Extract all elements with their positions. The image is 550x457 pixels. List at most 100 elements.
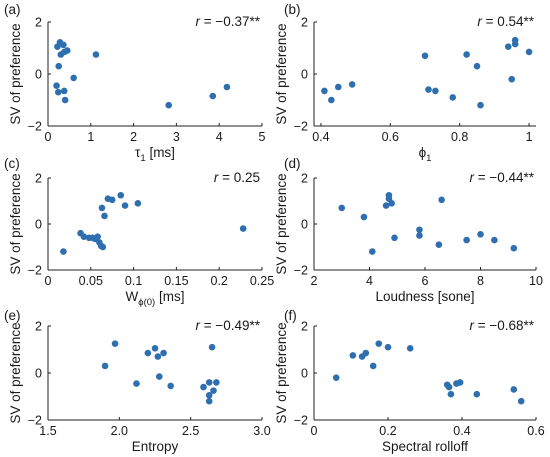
data-point — [510, 244, 518, 252]
data-point — [348, 81, 356, 88]
x-tick-label: 0 — [45, 130, 52, 144]
data-point — [321, 87, 328, 95]
correlation-label: r = 0.54** — [477, 14, 534, 29]
data-point — [108, 196, 116, 204]
data-point — [449, 94, 457, 101]
data-point — [388, 200, 396, 207]
x-tick-label: 0.4 — [312, 130, 329, 144]
data-point — [382, 202, 390, 209]
x-tick-label: 5 — [259, 130, 266, 144]
data-point — [70, 74, 77, 82]
data-point — [92, 51, 100, 58]
data-point — [80, 233, 88, 240]
x-axis-label: τ1 [ms] — [135, 145, 175, 164]
data-point — [121, 202, 129, 209]
data-point — [208, 343, 216, 351]
data-point — [134, 200, 142, 207]
x-tick-label: 1.5 — [39, 424, 56, 438]
data-point — [517, 397, 525, 405]
data-point — [151, 345, 159, 352]
correlation-label: r = −0.68** — [469, 318, 534, 333]
y-tick-label: 2 — [301, 172, 308, 186]
panel-label: (d) — [284, 156, 301, 171]
x-tick-label: 0.8 — [451, 130, 468, 144]
data-point — [369, 362, 377, 370]
x-tick-label: 10 — [529, 274, 543, 288]
y-tick-label: 0 — [35, 218, 42, 232]
x-tick-label: 1 — [87, 130, 94, 144]
y-axis-label: SV of preference — [8, 23, 23, 124]
y-tick-label: 0 — [301, 68, 308, 82]
data-point — [491, 236, 498, 244]
x-axis-label: Entropy — [132, 439, 179, 454]
x-axis-label: Spectral rolloff — [382, 439, 468, 454]
x-tick-label: 2 — [130, 130, 137, 144]
y-tick-label: −2 — [28, 264, 42, 278]
x-tick-label: 3.0 — [253, 424, 270, 438]
x-tick-label: 8 — [477, 274, 484, 288]
panel-5: 1.5 2.0 2.5 3.0 −2 0 2 (e) r = −0.49** Entropy SV … — [4, 308, 271, 454]
data-point — [425, 86, 432, 93]
data-point — [200, 383, 207, 391]
data-point — [384, 343, 392, 351]
data-point — [360, 213, 368, 221]
data-point — [463, 51, 470, 58]
panel-6: 0 0.2 0.4 0.6−202(f)r = −0.68**Spectral rol… — [274, 308, 545, 454]
x-tick-label: 2 — [311, 274, 318, 288]
data-point — [349, 352, 357, 359]
data-point — [98, 204, 106, 212]
data-point — [334, 83, 342, 91]
data-point — [525, 48, 533, 56]
x-axis-label: Wϕ(0) [ms] — [126, 289, 185, 308]
data-point — [435, 241, 443, 248]
x-tick-label: 4 — [366, 274, 373, 288]
y-axis-label: SV of preference — [8, 322, 23, 423]
data-point — [328, 96, 335, 104]
data-point — [99, 243, 107, 251]
x-tick-label: 6 — [422, 274, 429, 288]
data-point — [210, 387, 217, 394]
data-point — [111, 340, 119, 347]
x-tick-label: 0.2 — [211, 274, 228, 288]
data-point — [60, 87, 68, 95]
data-point — [445, 383, 453, 391]
data-point — [510, 386, 518, 393]
data-point — [101, 212, 108, 220]
data-point — [477, 231, 484, 238]
data-point — [223, 83, 231, 91]
x-tick-label: 0 — [45, 274, 52, 288]
y-tick-label: −2 — [294, 414, 308, 428]
x-tick-label: 0.15 — [164, 274, 188, 288]
panel-label: (e) — [4, 308, 21, 323]
data-point — [55, 62, 62, 70]
y-tick-label: −2 — [294, 264, 308, 278]
correlation-label: r = 0.25 — [214, 170, 260, 185]
data-point — [368, 248, 376, 255]
x-tick-label: 0.4 — [453, 424, 470, 438]
data-point — [117, 191, 125, 199]
data-point — [391, 234, 398, 242]
data-point — [101, 362, 109, 370]
y-tick-label: 2 — [301, 16, 308, 30]
data-point — [438, 196, 445, 204]
panel-label: (b) — [284, 2, 301, 17]
data-point — [160, 349, 167, 357]
data-point — [416, 232, 423, 239]
data-point — [61, 96, 69, 104]
data-point — [504, 43, 512, 50]
y-tick-label: 2 — [35, 320, 42, 334]
panel-label: (a) — [4, 2, 21, 17]
x-tick-label: 0.2 — [379, 424, 396, 438]
y-tick-label: 2 — [301, 320, 308, 334]
x-tick-label: 0 — [311, 424, 318, 438]
panel-1: 0 1 2 3 4 5−202(a)r = −0.37**τ1 [ms]SV of pre… — [4, 2, 266, 164]
data-point — [385, 191, 393, 199]
x-tick-label: 4 — [216, 130, 223, 144]
data-point — [432, 87, 439, 95]
y-tick-label: 2 — [35, 172, 42, 186]
data-point — [154, 353, 162, 360]
data-point — [155, 373, 163, 380]
data-point — [54, 88, 62, 96]
y-tick-label: 2 — [35, 16, 42, 30]
data-point — [205, 379, 213, 386]
